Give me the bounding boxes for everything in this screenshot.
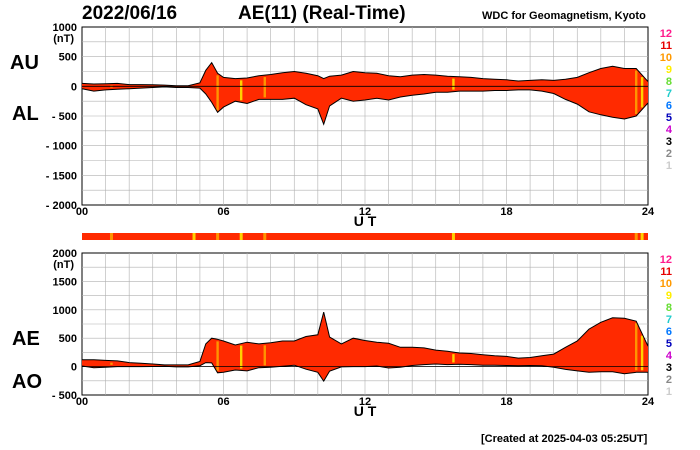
panel-2-y-tick-label: 0 [71, 362, 77, 374]
panel-2-station-marker [640, 335, 644, 371]
panel-1-station-count-legend-item: 1 [666, 160, 672, 172]
panel-1-station-count-legend-item: 7 [666, 88, 672, 100]
panel-2-station-marker [452, 354, 455, 363]
plot-date: 2022/06/16 [82, 3, 178, 24]
panel-1-x-axis-label: U T [354, 213, 377, 229]
panel-2-station-count-legend-item: 4 [666, 350, 673, 362]
panel-1-x-tick-label: 18 [500, 206, 512, 218]
panel-2-station-marker [635, 323, 638, 371]
panel-2-station-marker [263, 345, 266, 366]
data-source-label: WDC for Geomagnetism, Kyoto [482, 10, 646, 22]
station-count-bar-marker [451, 233, 455, 240]
panel-2-x-tick-label: 00 [76, 396, 88, 408]
panel-2-x-tick-label: 06 [217, 396, 229, 408]
panel-2-station-marker [110, 362, 113, 365]
ao-label: AO [12, 371, 42, 393]
panel-1-al-line [81, 86, 649, 126]
panel-1-y-tick-label: 0 [71, 81, 77, 93]
station-count-bar-marker [109, 233, 113, 240]
panel-1-au-line [81, 61, 649, 87]
panel-2-station-count-legend-item: 10 [660, 278, 672, 290]
created-timestamp: [Created at 2025-04-03 05:25UT] [481, 433, 648, 445]
panel-1-station-count-legend-item: 6 [666, 100, 672, 112]
panel-1-y-tick-label: - 1500 [46, 170, 77, 182]
panel-1-station-count-legend-item: 3 [666, 136, 672, 148]
panel-1-station-count-legend-item: 11 [660, 40, 672, 52]
panel-1-station-count-legend-item: 4 [666, 124, 673, 136]
panel-1-station-count-legend-item: 2 [666, 148, 672, 160]
panel-2-y-tick-label: 500 [59, 333, 77, 345]
station-count-bar-marker [640, 233, 644, 240]
panel-1-station-count-legend-item: 9 [666, 64, 672, 76]
plot-title: AE(11) (Real-Time) [238, 3, 406, 24]
ae-label: AE [12, 328, 40, 350]
panel-1-y-tick-label: 1000 [53, 22, 77, 34]
panel-1-station-marker [640, 77, 644, 108]
panel-1-y-tick-label: - 2000 [46, 200, 77, 212]
panel-2-station-marker [239, 345, 243, 369]
station-count-bar-marker [263, 233, 267, 240]
panel-2-x-tick-label: 24 [642, 396, 655, 408]
station-count-bar-marker [239, 233, 243, 240]
station-count-bar-marker [634, 233, 638, 240]
panel-2-station-count-legend-item: 11 [660, 266, 672, 278]
panel-1-envelope-fill [82, 62, 648, 125]
station-count-bar-marker [192, 233, 196, 240]
panel-1-unit-label: (nT) [53, 33, 74, 45]
au-label: AU [10, 52, 39, 74]
panel-1-station-marker [635, 70, 638, 114]
panel-1-y-tick-label: 500 [59, 52, 77, 64]
panel-1-station-count-legend-item: 8 [666, 76, 672, 88]
panel-2-station-count-legend-item: 3 [666, 362, 672, 374]
panel-2-envelope-fill [82, 312, 648, 382]
panel-2-station-count-legend-item: 8 [666, 302, 672, 314]
panel-2-ae-line [82, 311, 649, 366]
panel-2-y-tick-label: 1500 [53, 276, 77, 288]
panel-1-x-tick-label: 24 [642, 206, 655, 218]
panel-2-y-tick-label: 2000 [53, 248, 77, 260]
panel-2-y-tick-label: 1000 [53, 305, 77, 317]
panel-1-station-marker [239, 80, 243, 101]
panel-1-station-marker [452, 78, 455, 90]
panel-1-station-count-legend-item: 12 [660, 28, 672, 40]
panel-1-station-count-legend-item: 10 [660, 52, 672, 64]
panel-1-x-tick-label: 12 [359, 206, 371, 218]
station-count-bar-marker [216, 233, 220, 240]
panel-2-station-count-legend-item: 2 [666, 374, 672, 386]
panel-2-y-tick-label: - 500 [52, 390, 77, 402]
panel-1-x-tick-label: 00 [76, 206, 88, 218]
panel-2-x-axis-label: U T [354, 403, 377, 419]
al-label: AL [12, 103, 39, 125]
panel-2-station-count-legend-item: 9 [666, 290, 672, 302]
panel-2-x-tick-label: 12 [359, 396, 371, 408]
panel-1-station-count-legend-item: 5 [666, 112, 672, 124]
panel-1-y-tick-label: - 500 [52, 111, 77, 123]
panel-2-station-count-legend-item: 6 [666, 326, 672, 338]
panel-1-y-tick-label: - 1000 [46, 141, 77, 153]
panel-2-unit-label: (nT) [53, 259, 74, 271]
panel-2-x-tick-label: 18 [500, 396, 512, 408]
panel-1-station-marker [216, 75, 219, 111]
panel-2-station-count-legend-item: 12 [660, 254, 672, 266]
panel-1-x-tick-label: 06 [217, 206, 229, 218]
panel-2-station-count-legend-item: 1 [666, 386, 672, 398]
panel-2-station-count-legend-item: 5 [666, 338, 672, 350]
panel-1-station-marker [263, 77, 266, 98]
station-count-bar [82, 233, 648, 240]
panel-2-station-count-legend-item: 7 [666, 314, 672, 326]
panel-2-station-marker [216, 341, 219, 371]
